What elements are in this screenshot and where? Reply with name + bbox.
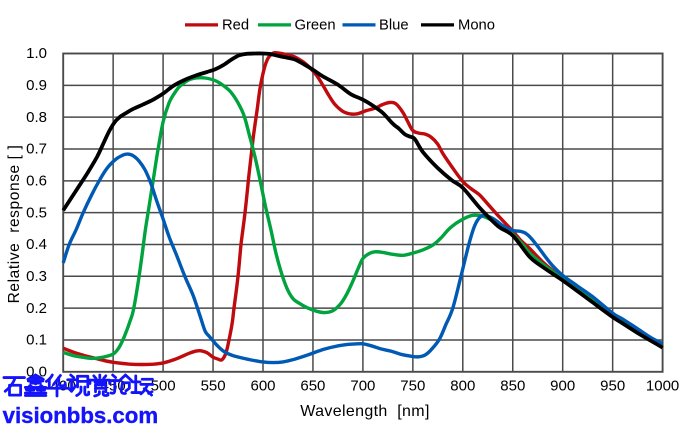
svg-text:1000: 1000: [646, 378, 679, 395]
svg-text:0.1: 0.1: [26, 332, 47, 349]
svg-text:0.4: 0.4: [26, 236, 47, 253]
svg-text:Red: Red: [222, 18, 249, 34]
svg-text:visionbbs.com: visionbbs.com: [3, 403, 159, 428]
svg-text:0.7: 0.7: [26, 141, 47, 158]
svg-text:700: 700: [350, 378, 375, 395]
svg-text:0.2: 0.2: [26, 300, 47, 317]
svg-text:0.8: 0.8: [26, 109, 47, 126]
svg-text:0.9: 0.9: [26, 77, 47, 94]
svg-text:650: 650: [300, 378, 325, 395]
svg-text:1.0: 1.0: [26, 45, 47, 62]
svg-text:500: 500: [151, 378, 176, 395]
svg-text:Green: Green: [295, 18, 336, 34]
svg-text:Relative response [ ]: Relative response [ ]: [6, 145, 23, 304]
svg-text:Wavelength [nm]: Wavelength [nm]: [300, 403, 430, 420]
svg-text:0.5: 0.5: [26, 204, 47, 221]
svg-text:Blue: Blue: [379, 18, 409, 34]
svg-text:550: 550: [201, 378, 226, 395]
svg-text:900: 900: [550, 378, 575, 395]
svg-text:850: 850: [500, 378, 525, 395]
svg-text:950: 950: [600, 378, 625, 395]
svg-text:600: 600: [250, 378, 275, 395]
svg-text:750: 750: [400, 378, 425, 395]
svg-text:0.3: 0.3: [26, 268, 47, 285]
svg-text:Mono: Mono: [458, 18, 495, 34]
svg-text:0.6: 0.6: [26, 173, 47, 190]
svg-text:800: 800: [450, 378, 475, 395]
